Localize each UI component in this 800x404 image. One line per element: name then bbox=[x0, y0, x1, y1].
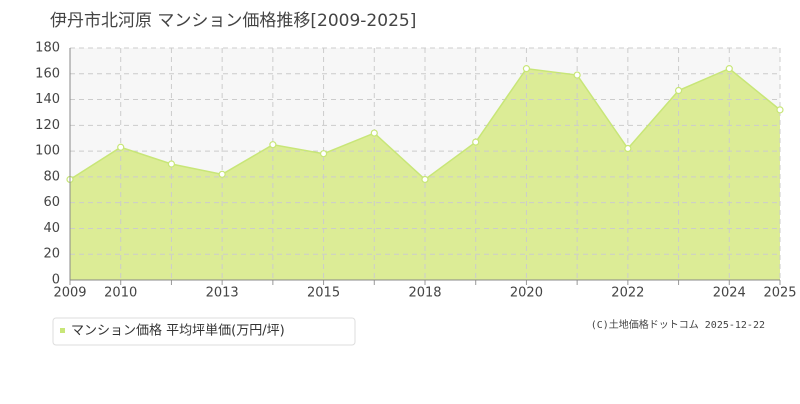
x-tick-label: 2013 bbox=[206, 286, 239, 301]
x-tick-label: 2025 bbox=[763, 286, 796, 301]
point bbox=[167, 160, 176, 168]
x-tick-label: 2009 bbox=[53, 286, 86, 301]
point bbox=[624, 144, 632, 153]
point bbox=[522, 65, 531, 73]
y-tick-label: 0 bbox=[52, 273, 60, 288]
y-tick-label: 120 bbox=[35, 118, 60, 133]
point bbox=[117, 143, 125, 151]
y-tick-label: 180 bbox=[35, 41, 60, 56]
x-tick-label: 2010 bbox=[104, 286, 137, 301]
y-tick-label: 140 bbox=[35, 92, 60, 107]
point bbox=[573, 71, 581, 79]
y-tick-label: 80 bbox=[43, 169, 60, 184]
x-tick-label: 2024 bbox=[713, 286, 746, 301]
point bbox=[472, 138, 480, 146]
y-tick-label: 100 bbox=[35, 144, 60, 159]
point bbox=[421, 175, 429, 184]
y-tick-label: 40 bbox=[43, 221, 60, 236]
point bbox=[269, 141, 277, 149]
point bbox=[725, 65, 733, 73]
y-tick-label: 20 bbox=[43, 247, 60, 262]
area bbox=[70, 68, 780, 280]
x-tick-label: 2022 bbox=[611, 286, 644, 301]
point bbox=[218, 170, 226, 178]
y-tick-label: 160 bbox=[35, 66, 60, 81]
x-tick-label: 2020 bbox=[510, 286, 543, 301]
legend-label: マンション価格 平均坪単価(万円/坪) bbox=[71, 323, 285, 339]
legend-box bbox=[52, 317, 356, 346]
footer: (C)土地価格ドットコム 2025-12-22 bbox=[591, 318, 765, 331]
point bbox=[674, 86, 683, 95]
point bbox=[319, 150, 328, 158]
x-tick-label: 2018 bbox=[408, 286, 441, 301]
y-tick-label: 60 bbox=[43, 195, 60, 210]
point bbox=[776, 106, 784, 114]
chart-title: 伊丹市北河原 マンション価格推移[2009-2025] bbox=[50, 11, 416, 31]
legend-swatch bbox=[60, 328, 65, 333]
point bbox=[370, 129, 378, 137]
x-tick-label: 2015 bbox=[307, 286, 340, 301]
